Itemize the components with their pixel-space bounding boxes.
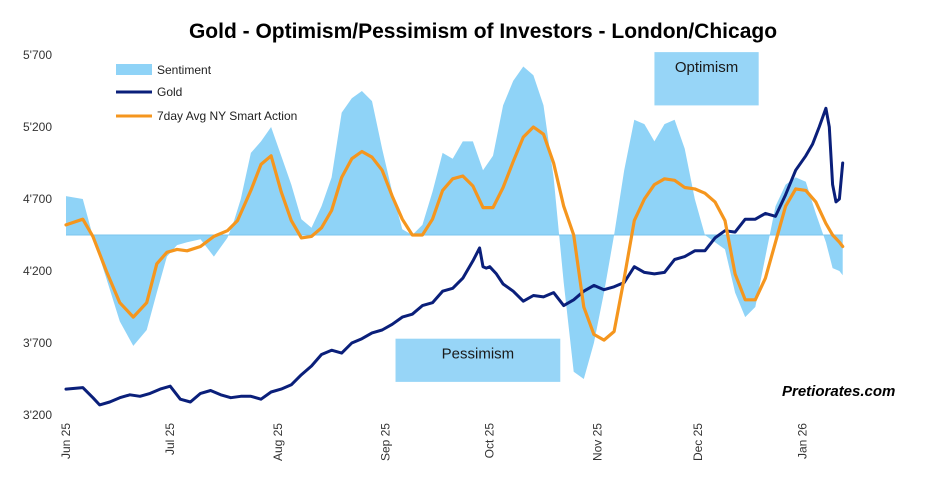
x-tick-label: Jun 25 — [59, 423, 73, 459]
legend-label-sentiment: Sentiment — [157, 63, 212, 77]
optimism-annotation: Optimism — [654, 52, 759, 106]
optimism-label: Optimism — [675, 59, 738, 76]
x-axis-ticks: Jun 25 Jul 25 Aug 25 Sep 25 Oct 25 Nov 25 Dec … — [59, 423, 809, 461]
x-tick-label: Aug 25 — [271, 423, 285, 461]
x-tick-label: Jul 25 — [163, 423, 177, 455]
y-tick-label: 3'700 — [23, 336, 52, 350]
x-tick-label: Nov 25 — [590, 423, 604, 461]
optimism-box — [654, 52, 759, 106]
x-tick-label: Dec 25 — [691, 423, 705, 461]
pessimism-label: Pessimism — [442, 346, 515, 363]
sentiment-area — [66, 66, 843, 379]
legend-swatch-sentiment — [116, 64, 152, 75]
smart-action-line — [64, 125, 845, 342]
watermark: Pretiorates.com — [782, 383, 895, 400]
y-axis-ticks: 3'200 3'700 4'200 4'700 5'200 5'700 — [23, 48, 52, 422]
y-tick-label: 3'200 — [23, 408, 52, 422]
y-tick-label: 4'200 — [23, 264, 52, 278]
pessimism-box — [395, 338, 561, 382]
legend-label-smart-action: 7day Avg NY Smart Action — [157, 109, 297, 123]
legend-label-gold: Gold — [157, 85, 182, 99]
y-tick-label: 5'200 — [23, 120, 52, 134]
legend: Sentiment Gold 7day Avg NY Smart Action — [116, 63, 297, 123]
x-tick-label: Jan 26 — [795, 423, 809, 459]
y-tick-label: 4'700 — [23, 192, 52, 206]
y-tick-label: 5'700 — [23, 48, 52, 62]
pessimism-annotation: Pessimism — [395, 338, 561, 382]
chart-title: Gold - Optimism/Pessimism of Investors -… — [189, 20, 777, 43]
gold-line — [64, 106, 845, 407]
plot-area — [64, 66, 845, 407]
x-tick-label: Sep 25 — [378, 423, 392, 461]
x-tick-label: Oct 25 — [483, 423, 497, 459]
